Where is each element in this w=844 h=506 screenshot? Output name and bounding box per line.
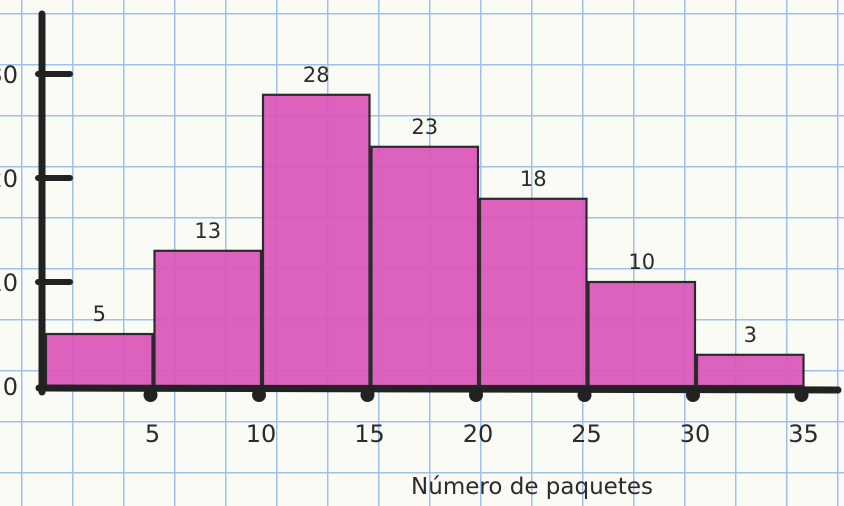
y-tick-label-20: 20 (0, 165, 18, 193)
bar-7 (695, 353, 805, 388)
x-tick-label-10: 10 (246, 420, 277, 448)
bar-6 (587, 280, 697, 388)
x-tick-label-20: 20 (463, 420, 494, 448)
data-label-2: 13 (194, 219, 221, 243)
x-tick-15 (360, 388, 375, 402)
x-tick-label-15: 15 (354, 420, 385, 448)
bar-4 (370, 145, 480, 388)
y-tick-label-10: 10 (0, 269, 18, 297)
y-tick-label-30: 30 (0, 61, 18, 89)
x-tick-10 (252, 388, 266, 402)
bar-3 (261, 93, 371, 388)
x-axis-line (35, 384, 842, 394)
x-tick-20 (469, 388, 483, 402)
data-label-7: 3 (744, 323, 757, 347)
data-label-1: 5 (93, 302, 106, 326)
x-tick-label-5: 5 (145, 420, 160, 448)
data-label-4: 23 (411, 115, 438, 139)
x-tick-label-25: 25 (571, 420, 602, 448)
x-tick-35 (794, 388, 809, 402)
y-ticks-group: 0 10 20 30 (0, 61, 73, 401)
bars-group (44, 93, 805, 388)
x-tick-label-35: 35 (788, 420, 819, 448)
bar-1 (44, 332, 154, 388)
x-tick-25 (577, 388, 592, 402)
y-tick-label-0: 0 (3, 373, 18, 401)
bar-5 (478, 197, 588, 388)
x-axis-label: Número de paquetes (411, 474, 653, 500)
data-label-3: 28 (303, 63, 330, 87)
x-tick-5 (143, 388, 158, 402)
x-tick-30 (686, 388, 700, 402)
x-tick-label-30: 30 (680, 420, 711, 448)
data-labels-group: 5 13 28 23 18 10 3 (93, 63, 757, 347)
bar-2 (153, 249, 263, 388)
x-ticks-group: 5 10 15 20 25 30 35 (143, 388, 819, 448)
data-label-5: 18 (520, 167, 547, 191)
data-label-6: 10 (628, 250, 655, 274)
